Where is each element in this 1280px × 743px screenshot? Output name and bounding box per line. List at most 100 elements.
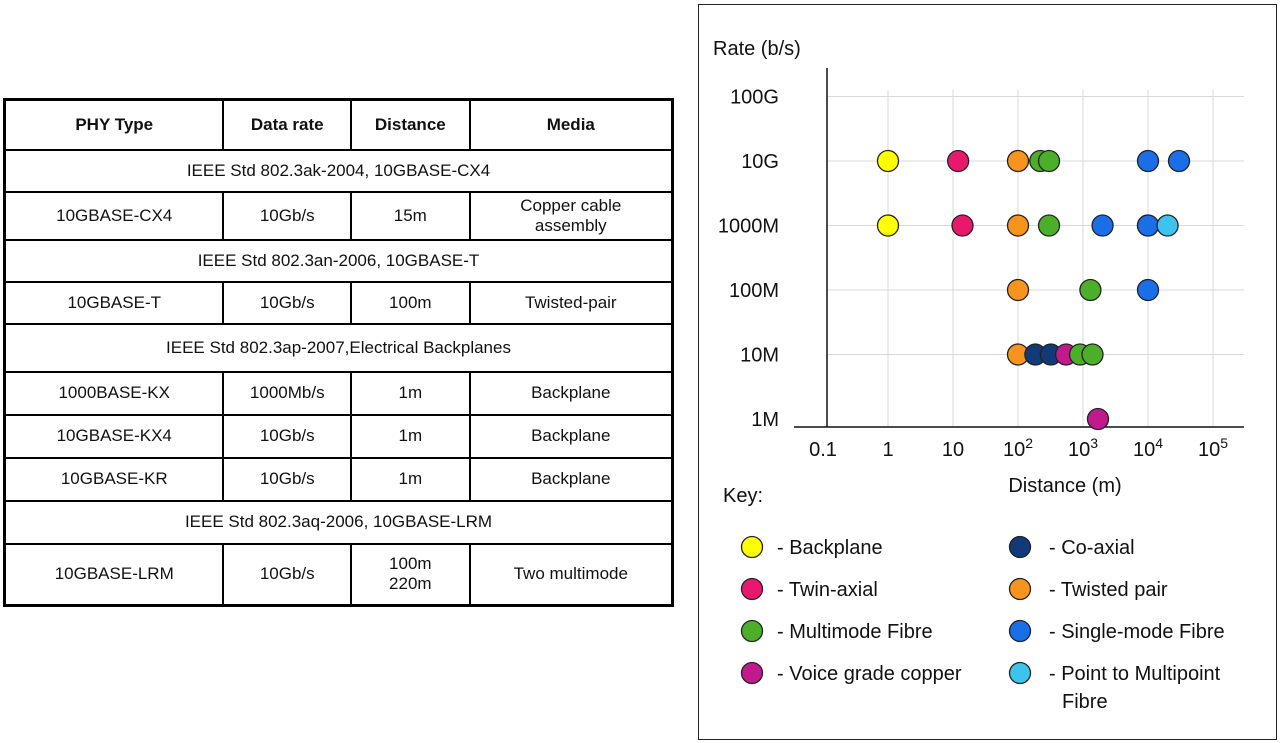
data-point: [1086, 407, 1110, 431]
key-swatch: [1008, 661, 1032, 685]
data-point: [1006, 214, 1030, 237]
chart-svg: Rate (b/s) Distance (m) 1M10M100M1000M10…: [713, 38, 1244, 713]
data-point: [1006, 278, 1030, 302]
data-point: [1081, 343, 1104, 366]
section-title: IEEE Std 802.3an-2006, 10GBASE-T: [3, 238, 674, 283]
data-point: [876, 149, 900, 173]
table-row: 1000BASE-KX 1000Mb/s 1m Backplane: [3, 370, 674, 416]
data-point: [951, 214, 974, 237]
cell-phy-type: 10GBASE-KX4: [3, 413, 225, 459]
cell-data-rate: 10Gb/s: [222, 542, 353, 607]
table-row: 10GBASE-KR 10Gb/s 1m Backplane: [3, 456, 674, 502]
section-title: IEEE Std 802.3ak-2004, 10GBASE-CX4: [3, 148, 674, 193]
section-title: IEEE Std 802.3aq-2006, 10GBASE-LRM: [3, 499, 674, 545]
cell-media: Two multimode: [468, 542, 674, 607]
section-title-row: IEEE Std 802.3ak-2004, 10GBASE-CX4: [3, 148, 674, 193]
data-point: [1156, 214, 1179, 237]
data-point: [946, 149, 970, 173]
data-point: [1136, 214, 1160, 237]
x-tick-label: 0.1: [809, 439, 837, 461]
data-point: [1167, 149, 1191, 173]
key-label-cont: Fibre: [1062, 691, 1108, 713]
table-row: 10GBASE-CX4 10Gb/s 15m Copper cable asse…: [3, 190, 674, 241]
cell-distance: 1m: [350, 413, 471, 459]
cell-media: Twisted-pair: [468, 280, 674, 325]
key-swatch: [740, 535, 764, 559]
x-tick-label: 1: [882, 439, 893, 461]
y-tick-label: 100G: [730, 87, 779, 109]
y-tick-label: 10G: [741, 151, 779, 173]
x-tick-label: 102: [1003, 435, 1033, 461]
cell-data-rate: 10Gb/s: [222, 190, 353, 241]
data-point: [1037, 214, 1061, 237]
cell-media: Backplane: [468, 413, 674, 459]
cell-media: Backplane: [468, 456, 674, 502]
rate-distance-chart: Rate (b/s) Distance (m) 1M 10M 100M 1000M 10…: [698, 4, 1277, 740]
data-point: [1079, 278, 1102, 302]
cell-distance: 1m: [350, 456, 471, 502]
grid: [827, 90, 1244, 427]
header-data-rate: Data rate: [222, 98, 353, 151]
x-tick-label: 105: [1198, 435, 1228, 461]
key-title: Key:: [723, 485, 763, 507]
cell-distance: 15m: [350, 190, 471, 241]
key-label: - Voice grade copper: [777, 663, 962, 685]
header-distance: Distance: [350, 98, 471, 151]
key-label: - Twisted pair: [1049, 579, 1168, 601]
y-axis-title: Rate (b/s): [713, 38, 801, 60]
x-tick-label: 10: [942, 439, 964, 461]
cell-media: Backplane: [468, 370, 674, 416]
x-tick-labels: 0.1 1 10 102 103 104 105: [809, 435, 1228, 461]
key-swatch: [1008, 619, 1032, 643]
cell-phy-type: 10GBASE-T: [3, 280, 225, 325]
x-axis-title: Distance (m): [1008, 475, 1121, 497]
axes: [794, 68, 1244, 428]
y-tick-labels: 1M 10M 100M 1000M 10G 100G: [718, 87, 779, 432]
table-row: 10GBASE-LRM 10Gb/s 100m 220m Two multimo…: [3, 542, 674, 607]
key-label: - Co-axial: [1049, 537, 1135, 559]
cell-phy-type: 10GBASE-CX4: [3, 190, 225, 241]
cell-media: Copper cable assembly: [468, 190, 674, 241]
cell-phy-type: 10GBASE-KR: [3, 456, 225, 502]
cell-phy-type: 1000BASE-KX: [3, 370, 225, 416]
cell-distance: 100m: [350, 280, 471, 325]
key-swatch: [1008, 577, 1032, 601]
cell-phy-type: 10GBASE-LRM: [3, 542, 225, 607]
key-label: - Point to Multipoint: [1049, 663, 1221, 685]
data-point: [1037, 149, 1061, 173]
data-point: [876, 214, 900, 237]
header-phy-type: PHY Type: [3, 98, 225, 151]
cell-distance: 100m 220m: [350, 542, 471, 607]
phy-table: PHY Type Data rate Distance Media IEEE S…: [3, 98, 674, 607]
key: - Backplane - Co-axial - Twin-axial - Twist…: [740, 535, 1225, 713]
key-swatch: [740, 577, 764, 601]
header-media: Media: [468, 98, 674, 151]
section-title-row: IEEE Std 802.3aq-2006, 10GBASE-LRM: [3, 499, 674, 545]
table-row: 10GBASE-T 10Gb/s 100m Twisted-pair: [3, 280, 674, 325]
cell-data-rate: 10Gb/s: [222, 413, 353, 459]
cell-data-rate: 1000Mb/s: [222, 370, 353, 416]
key-swatch: [740, 619, 764, 643]
y-tick-label: 1000M: [718, 216, 779, 238]
key-label: - Backplane: [777, 537, 883, 559]
x-tick-label: 103: [1068, 435, 1098, 461]
section-title: IEEE Std 802.3ap-2007,Electrical Backpla…: [3, 322, 674, 373]
cell-data-rate: 10Gb/s: [222, 456, 353, 502]
y-tick-label: 10M: [740, 345, 779, 367]
key-label: - Multimode Fibre: [777, 621, 933, 643]
table-row: 10GBASE-KX4 10Gb/s 1m Backplane: [3, 413, 674, 459]
cell-data-rate: 10Gb/s: [222, 280, 353, 325]
data-point: [1091, 214, 1114, 237]
table-header-row: PHY Type Data rate Distance Media: [3, 98, 674, 151]
key-label: - Twin-axial: [777, 579, 878, 601]
section-title-row: IEEE Std 802.3an-2006, 10GBASE-T: [3, 238, 674, 283]
x-tick-label: 104: [1133, 435, 1163, 461]
section-title-row: IEEE Std 802.3ap-2007,Electrical Backpla…: [3, 322, 674, 373]
y-tick-label: 100M: [729, 280, 779, 302]
cell-distance: 1m: [350, 370, 471, 416]
y-tick-label: 1M: [751, 409, 779, 431]
key-swatch: [1008, 535, 1032, 559]
key-label: - Single-mode Fibre: [1049, 621, 1225, 643]
data-points: [876, 149, 1191, 431]
data-point: [1006, 149, 1030, 173]
